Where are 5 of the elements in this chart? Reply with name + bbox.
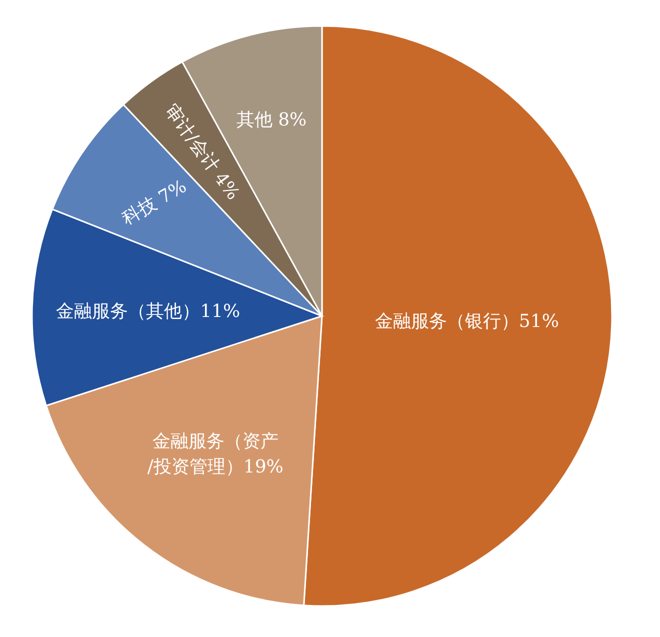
slice-label: 金融服务（资产/投资管理）19%: [147, 431, 284, 478]
slice-label: 科技 7%: [118, 176, 190, 230]
slice-label: 其他 8%: [236, 110, 307, 131]
slice-label: 金融服务（其他）11%: [56, 300, 240, 322]
slice-label: 金融服务（银行）51%: [374, 310, 559, 332]
